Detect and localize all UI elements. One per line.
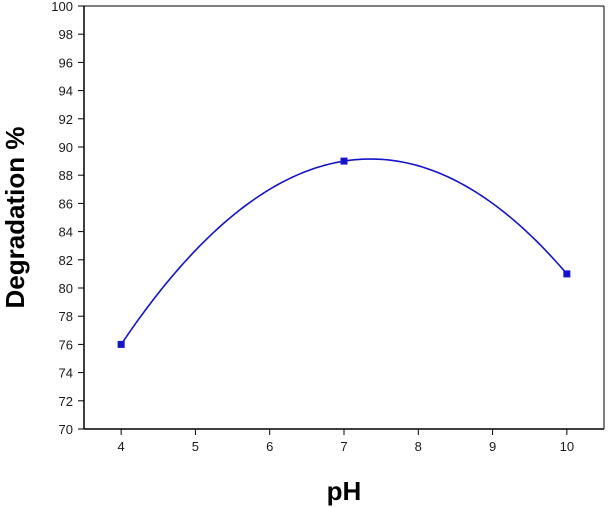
y-axis-ticks: 70 72 74 76 78 80 82 84 86 88 90 92 94 96 98 100 [51,0,84,437]
x-tick-label: 5 [192,439,199,454]
y-tick-label: 100 [51,0,73,14]
chart-axes [83,5,605,430]
series-curve [120,158,568,345]
x-axis-title: pH [327,476,362,506]
y-tick-label: 98 [59,27,73,42]
x-tick-label: 4 [118,439,125,454]
y-tick-label: 94 [59,84,73,99]
y-tick-label: 72 [59,394,73,409]
x-tick-label: 7 [340,439,347,454]
data-point-marker [117,340,125,348]
series-markers [117,157,571,348]
y-tick-label: 86 [59,196,73,211]
x-tick-label: 10 [560,439,574,454]
y-tick-label: 76 [59,337,73,352]
y-tick-label: 70 [59,422,73,437]
y-tick-label: 96 [59,55,73,70]
y-tick-label: 82 [59,253,73,268]
x-tick-label: 9 [489,439,496,454]
y-tick-label: 84 [59,225,73,240]
y-tick-label: 88 [59,168,73,183]
x-tick-label: 8 [415,439,422,454]
y-tick-label: 74 [59,366,73,381]
data-point-marker [563,270,571,278]
y-tick-label: 80 [59,281,73,296]
y-tick-label: 90 [59,140,73,155]
y-tick-label: 92 [59,112,73,127]
data-point-marker [340,157,348,165]
y-axis-title: Degradation % [0,126,30,308]
y-tick-label: 78 [59,309,73,324]
x-tick-label: 6 [266,439,273,454]
x-axis-ticks: 4 5 6 7 8 9 10 [118,429,574,454]
